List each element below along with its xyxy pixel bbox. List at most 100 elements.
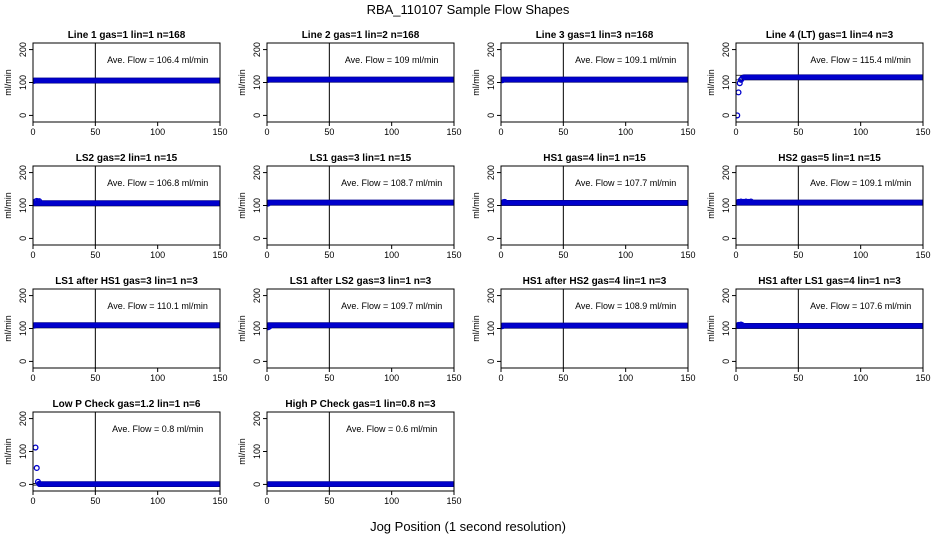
data-point xyxy=(736,80,743,87)
data-points xyxy=(33,444,220,487)
panel-8: HS2 gas=5 lin=1 n=15 0 50 100 150 0 100 200 ml/m… xyxy=(706,153,931,260)
y-axis-label: ml/min xyxy=(237,192,247,219)
data-point xyxy=(267,76,272,83)
x-tick-label: 100 xyxy=(384,250,399,260)
y-tick-label: 0 xyxy=(252,482,262,487)
data-plateau xyxy=(736,322,923,329)
panel-7: HS1 gas=4 lin=1 n=15 0 50 100 150 0 100 200 ml/m… xyxy=(471,153,696,260)
y-tick-label: 200 xyxy=(252,42,262,57)
y-axis-label: ml/min xyxy=(471,69,481,96)
x-tick-label: 150 xyxy=(212,496,227,506)
x-tick-label: 150 xyxy=(915,250,930,260)
data-points xyxy=(736,321,923,329)
data-point xyxy=(33,464,40,472)
x-tick-label: 150 xyxy=(446,127,461,137)
panel-title: Line 1 gas=1 lin=1 n=168 xyxy=(68,30,186,41)
data-points xyxy=(267,76,454,83)
x-tick-label: 0 xyxy=(264,250,269,260)
y-axis-label: ml/min xyxy=(706,192,716,219)
data-point xyxy=(501,198,508,205)
data-points xyxy=(33,197,220,207)
y-tick-label: 100 xyxy=(18,198,28,213)
y-tick-label: 0 xyxy=(252,236,262,241)
x-tick-label: 100 xyxy=(853,127,868,137)
panel-title: LS1 after HS1 gas=3 lin=1 n=3 xyxy=(55,276,198,287)
y-tick-label: 100 xyxy=(18,321,28,336)
y-tick-label: 100 xyxy=(721,198,731,213)
x-tick-label: 100 xyxy=(384,496,399,506)
y-axis-label: ml/min xyxy=(706,69,716,96)
y-axis-label: ml/min xyxy=(3,69,13,96)
y-tick-label: 200 xyxy=(721,165,731,180)
x-tick-label: 50 xyxy=(558,373,568,383)
average-flow-annotation: Ave. Flow = 109.1 ml/min xyxy=(575,55,676,65)
figure-x-axis-label: Jog Position (1 second resolution) xyxy=(370,519,566,534)
x-tick-label: 150 xyxy=(680,250,695,260)
y-tick-label: 0 xyxy=(721,113,731,118)
x-tick-label: 50 xyxy=(324,496,334,506)
y-tick-label: 200 xyxy=(18,288,28,303)
x-tick-label: 50 xyxy=(324,127,334,137)
y-axis-label: ml/min xyxy=(237,315,247,342)
y-axis-label: ml/min xyxy=(706,315,716,342)
y-axis-label: ml/min xyxy=(3,438,13,465)
y-axis-label: ml/min xyxy=(471,192,481,219)
panel-title: Line 2 gas=1 lin=2 n=168 xyxy=(302,30,420,41)
panel-title: LS1 after LS2 gas=3 lin=1 n=3 xyxy=(290,276,432,287)
y-tick-label: 100 xyxy=(486,198,496,213)
panel-4: Line 4 (LT) gas=1 lin=4 n=3 0 50 100 150 0 100… xyxy=(706,30,931,137)
x-tick-label: 150 xyxy=(680,127,695,137)
data-points xyxy=(267,481,454,487)
x-tick-label: 150 xyxy=(915,127,930,137)
y-tick-label: 200 xyxy=(18,42,28,57)
x-tick-label: 50 xyxy=(558,250,568,260)
panel-11: HS1 after HS2 gas=4 lin=1 n=3 0 50 100 150 0 1… xyxy=(471,276,696,383)
panel-title: HS1 gas=4 lin=1 n=15 xyxy=(543,153,646,164)
y-tick-label: 200 xyxy=(18,165,28,180)
y-tick-label: 0 xyxy=(18,113,28,118)
panel-title: Low P Check gas=1.2 lin=1 n=6 xyxy=(53,399,201,410)
average-flow-annotation: Ave. Flow = 106.8 ml/min xyxy=(107,178,208,188)
data-points xyxy=(267,322,454,331)
x-tick-label: 150 xyxy=(446,496,461,506)
y-tick-label: 0 xyxy=(18,236,28,241)
data-plateau xyxy=(267,199,454,206)
x-tick-label: 50 xyxy=(793,250,803,260)
x-tick-label: 100 xyxy=(853,373,868,383)
x-tick-label: 50 xyxy=(793,373,803,383)
y-tick-label: 200 xyxy=(18,411,28,426)
data-plateau xyxy=(740,74,923,81)
data-points xyxy=(736,74,923,119)
data-point xyxy=(501,323,506,330)
y-tick-label: 100 xyxy=(18,444,28,459)
data-point xyxy=(33,77,38,84)
x-tick-label: 50 xyxy=(558,127,568,137)
data-plateau xyxy=(267,322,454,329)
data-plateau xyxy=(501,199,688,206)
y-tick-label: 0 xyxy=(252,113,262,118)
panel-title: Line 4 (LT) gas=1 lin=4 n=3 xyxy=(766,30,894,41)
average-flow-annotation: Ave. Flow = 0.8 ml/min xyxy=(112,424,203,434)
y-tick-label: 100 xyxy=(252,75,262,90)
y-tick-label: 200 xyxy=(721,42,731,57)
average-flow-annotation: Ave. Flow = 107.6 ml/min xyxy=(810,301,911,311)
y-tick-label: 100 xyxy=(252,198,262,213)
panel-9: LS1 after HS1 gas=3 lin=1 n=3 0 50 100 150 0 1… xyxy=(3,276,228,383)
panel-13: Low P Check gas=1.2 lin=1 n=6 0 50 100 150 0 1… xyxy=(3,399,228,506)
y-axis-label: ml/min xyxy=(471,315,481,342)
data-points xyxy=(736,198,923,206)
data-point xyxy=(739,75,746,82)
x-tick-label: 0 xyxy=(264,496,269,506)
data-plateau xyxy=(36,481,220,487)
x-tick-label: 150 xyxy=(212,250,227,260)
x-tick-label: 100 xyxy=(618,250,633,260)
x-tick-label: 100 xyxy=(618,127,633,137)
panel-14: High P Check gas=1 lin=0.8 n=3 0 50 100 150 0… xyxy=(237,399,462,506)
y-tick-label: 100 xyxy=(18,75,28,90)
y-tick-label: 0 xyxy=(486,236,496,241)
x-tick-label: 0 xyxy=(733,127,738,137)
x-tick-label: 100 xyxy=(150,250,165,260)
x-tick-label: 100 xyxy=(150,127,165,137)
x-tick-label: 0 xyxy=(264,127,269,137)
y-axis-label: ml/min xyxy=(237,69,247,96)
